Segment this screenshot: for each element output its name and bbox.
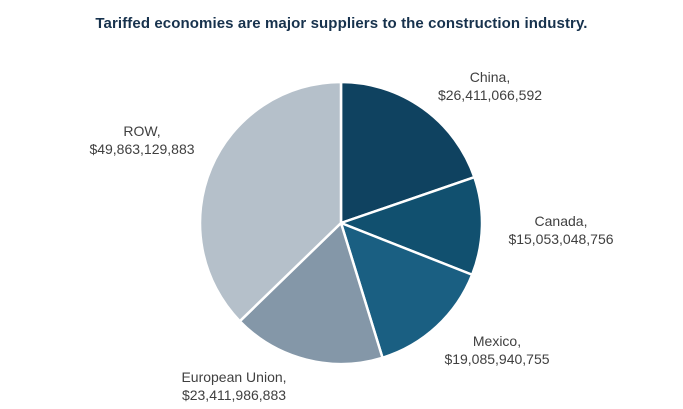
label-canada: Canada, $15,053,048,756	[508, 213, 614, 247]
pie-slice-mexico	[339, 221, 474, 360]
chart-title: Tariffed economies are major suppliers t…	[95, 15, 588, 32]
label-row: ROW, $49,863,129,883	[89, 123, 195, 157]
label-china: China, $26,411,066,592	[437, 69, 543, 103]
pie-slice-row	[198, 80, 343, 323]
label-european-union: European Union, $23,411,986,883	[181, 369, 287, 403]
label-mexico: Mexico, $19,085,940,755	[444, 333, 550, 367]
pie-slice-european-union	[238, 221, 384, 366]
pie-slice-canada	[339, 175, 484, 277]
